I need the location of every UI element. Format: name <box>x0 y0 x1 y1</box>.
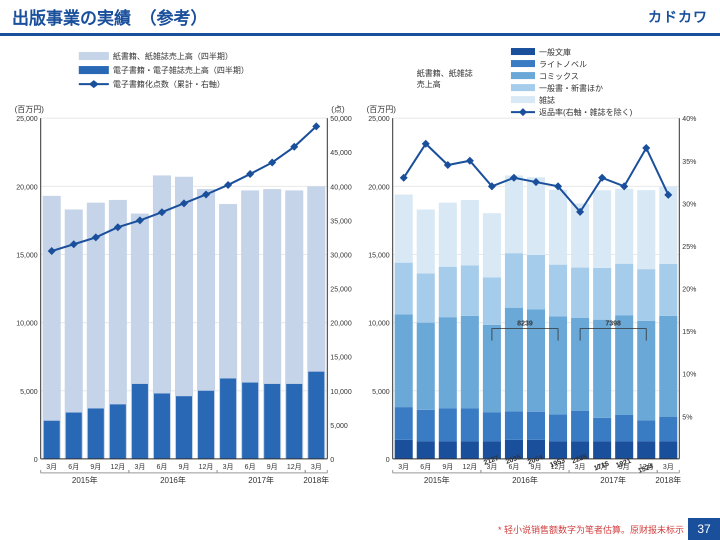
svg-text:2015年: 2015年 <box>72 475 98 485</box>
svg-text:5,000: 5,000 <box>372 389 390 396</box>
svg-text:25%: 25% <box>682 244 696 251</box>
svg-text:5,000: 5,000 <box>330 423 348 430</box>
svg-text:7398: 7398 <box>605 321 621 328</box>
svg-text:2017年: 2017年 <box>248 475 274 485</box>
svg-text:25,000: 25,000 <box>330 287 352 294</box>
svg-text:3月: 3月 <box>663 463 674 471</box>
svg-text:35,000: 35,000 <box>330 218 352 225</box>
svg-text:一般文庫: 一般文庫 <box>539 47 571 57</box>
page-title: 出版事業の実績 （参考） <box>12 4 208 29</box>
svg-text:返品率(右軸・雑誌を除く): 返品率(右軸・雑誌を除く) <box>539 107 633 117</box>
svg-text:30%: 30% <box>682 201 696 208</box>
svg-text:12月: 12月 <box>287 463 302 471</box>
svg-text:電子書籍・電子雑誌売上高（四半期）: 電子書籍・電子雑誌売上高（四半期） <box>113 65 249 75</box>
svg-text:30,000: 30,000 <box>330 252 352 259</box>
svg-text:0: 0 <box>330 457 334 464</box>
svg-text:2018年: 2018年 <box>303 475 329 485</box>
svg-text:8239: 8239 <box>517 321 533 328</box>
svg-text:3月: 3月 <box>398 463 409 471</box>
svg-text:コミックス: コミックス <box>539 72 579 81</box>
svg-text:9月: 9月 <box>267 463 278 471</box>
svg-text:40%: 40% <box>682 116 696 123</box>
svg-text:2018年: 2018年 <box>655 475 681 485</box>
svg-text:5%: 5% <box>682 414 692 421</box>
svg-text:20,000: 20,000 <box>16 184 38 191</box>
right-chart: (百万円) 紙書籍、紙雑誌売上高 一般文庫ライトノベルコミックス一般書・新書ほか雑誌… <box>360 40 712 506</box>
svg-text:6月: 6月 <box>68 463 79 471</box>
svg-text:2015年: 2015年 <box>424 475 450 485</box>
footer: * 轻小说销售额数字为笔者估算。原财报未标示 37 <box>0 518 720 540</box>
svg-text:3月: 3月 <box>223 463 234 471</box>
svg-text:40,000: 40,000 <box>330 184 352 191</box>
footnote: * 轻小说销售额数字为笔者估算。原财报未标示 <box>498 523 684 536</box>
charts-area: 紙書籍、紙雑誌売上高（四半期） 電子書籍・電子雑誌売上高（四半期） 電子書籍化点数（… <box>0 36 720 506</box>
svg-text:15,000: 15,000 <box>330 355 352 362</box>
svg-text:15%: 15% <box>682 329 696 336</box>
svg-text:(百万円): (百万円) <box>15 105 45 114</box>
svg-text:9月: 9月 <box>90 463 101 471</box>
svg-text:2017年: 2017年 <box>600 475 626 485</box>
svg-text:10,000: 10,000 <box>16 321 38 328</box>
svg-text:売上高: 売上高 <box>417 79 441 89</box>
svg-text:6月: 6月 <box>245 463 256 471</box>
brand-logo: カドカワ <box>648 7 708 27</box>
page-number: 37 <box>688 518 720 540</box>
svg-text:雑誌: 雑誌 <box>539 95 555 105</box>
svg-text:25,000: 25,000 <box>16 116 38 123</box>
svg-text:6月: 6月 <box>420 463 431 471</box>
svg-text:電子書籍化点数（累計・右軸）: 電子書籍化点数（累計・右軸） <box>113 79 225 89</box>
svg-text:20%: 20% <box>682 287 696 294</box>
svg-text:20,000: 20,000 <box>368 184 390 191</box>
svg-text:紙書籍、紙雑誌: 紙書籍、紙雑誌 <box>417 68 473 78</box>
svg-text:45,000: 45,000 <box>330 150 352 157</box>
svg-text:9月: 9月 <box>179 463 190 471</box>
svg-text:(百万円): (百万円) <box>367 105 397 114</box>
svg-text:紙書籍、紙雑誌売上高（四半期）: 紙書籍、紙雑誌売上高（四半期） <box>113 51 233 61</box>
svg-text:3月: 3月 <box>46 463 57 471</box>
svg-text:9月: 9月 <box>442 463 453 471</box>
svg-text:0: 0 <box>34 457 38 464</box>
header: 出版事業の実績 （参考） カドカワ <box>0 0 720 36</box>
svg-text:12月: 12月 <box>199 463 214 471</box>
svg-text:10,000: 10,000 <box>368 321 390 328</box>
svg-text:(点): (点) <box>331 105 345 114</box>
svg-text:10,000: 10,000 <box>330 389 352 396</box>
svg-text:2016年: 2016年 <box>160 475 186 485</box>
svg-text:3月: 3月 <box>134 463 145 471</box>
svg-text:一般書・新書ほか: 一般書・新書ほか <box>539 83 603 93</box>
svg-text:0: 0 <box>386 457 390 464</box>
svg-text:35%: 35% <box>682 159 696 166</box>
svg-text:10%: 10% <box>682 372 696 379</box>
svg-text:3月: 3月 <box>311 463 322 471</box>
svg-text:20,000: 20,000 <box>330 321 352 328</box>
svg-text:25,000: 25,000 <box>368 116 390 123</box>
svg-text:50,000: 50,000 <box>330 116 352 123</box>
svg-text:6月: 6月 <box>156 463 167 471</box>
svg-text:2016年: 2016年 <box>512 475 538 485</box>
svg-text:5,000: 5,000 <box>20 389 38 396</box>
svg-text:15,000: 15,000 <box>368 252 390 259</box>
svg-text:12月: 12月 <box>110 463 125 471</box>
svg-text:ライトノベル: ライトノベル <box>539 60 587 69</box>
svg-text:12月: 12月 <box>462 463 477 471</box>
svg-text:15,000: 15,000 <box>16 252 38 259</box>
left-chart: 紙書籍、紙雑誌売上高（四半期） 電子書籍・電子雑誌売上高（四半期） 電子書籍化点数（… <box>8 40 360 506</box>
